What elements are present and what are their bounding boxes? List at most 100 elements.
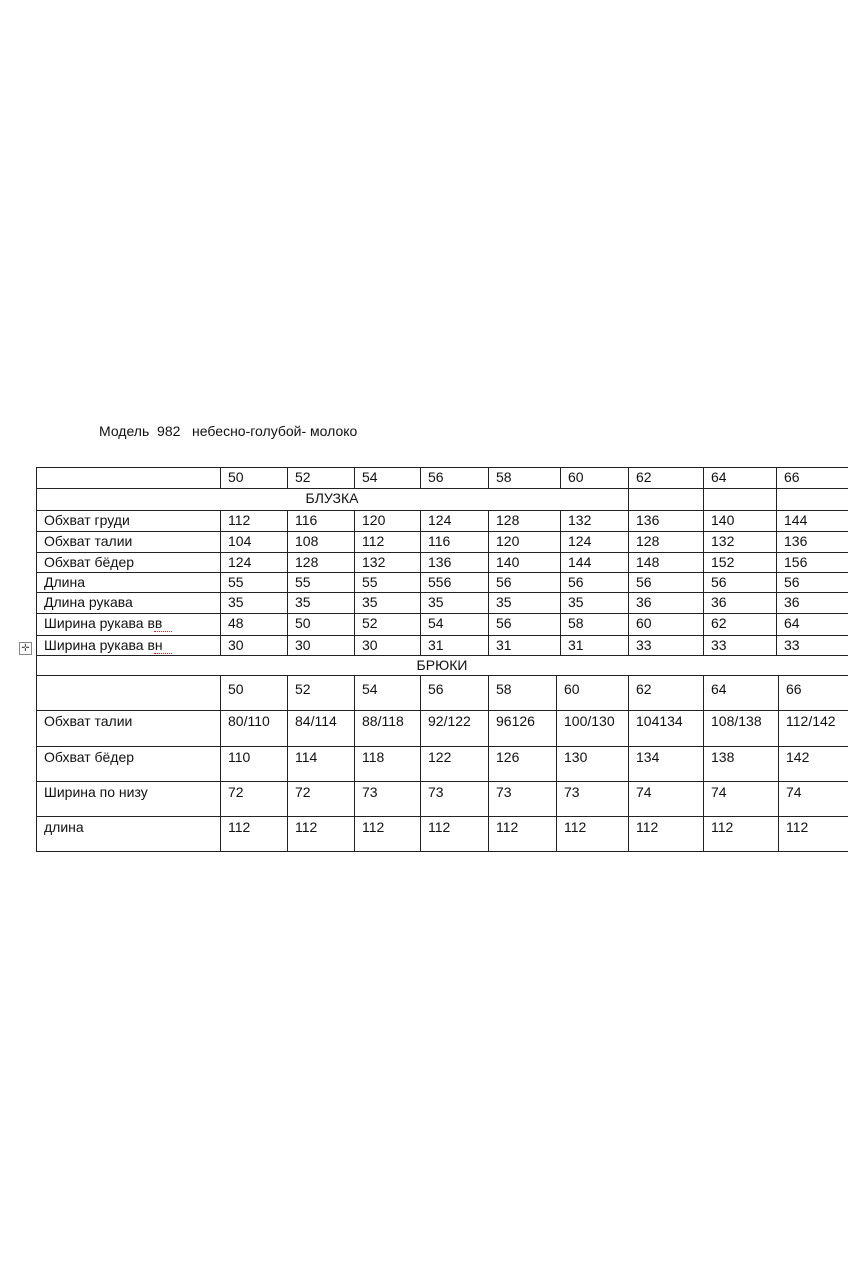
measurement-cell: 35	[568, 594, 584, 610]
table-border	[36, 467, 37, 488]
table-border	[628, 635, 629, 655]
measurement-cell: 112/142	[786, 713, 836, 729]
table-border	[354, 510, 355, 531]
row-label: Ширина по низу	[44, 784, 148, 800]
table-border	[36, 710, 37, 746]
table-border	[36, 572, 848, 573]
table-border	[420, 613, 421, 635]
measurement-cell: 92/122	[428, 713, 471, 729]
measurement-cell: 30	[228, 637, 244, 653]
table-border	[420, 781, 421, 816]
table-border	[420, 531, 421, 552]
table-border	[36, 635, 37, 655]
row-label: Ширина рукава вн	[44, 637, 163, 653]
table-border	[354, 531, 355, 552]
table-border	[628, 816, 629, 851]
table-border	[36, 488, 848, 489]
measurement-cell: 140	[496, 554, 520, 570]
size-header-cell: 62	[636, 469, 652, 485]
measurement-cell: 73	[428, 784, 444, 800]
measurement-cell: 136	[636, 512, 660, 528]
table-border	[560, 467, 561, 488]
table-border	[420, 510, 421, 531]
measurement-cell: 118	[362, 749, 385, 765]
table-border	[778, 816, 779, 851]
table-border	[354, 710, 355, 746]
table-border	[628, 510, 629, 531]
table-border	[36, 655, 848, 656]
measurement-cell: 50	[295, 615, 311, 631]
table-border	[628, 746, 629, 781]
measurement-cell: 58	[568, 615, 584, 631]
table-border	[287, 635, 288, 655]
table-border	[776, 531, 777, 552]
measurement-cell: 112	[711, 819, 734, 835]
table-border	[560, 552, 561, 572]
table-border	[420, 816, 421, 851]
table-border	[220, 592, 221, 613]
table-border	[488, 552, 489, 572]
table-border	[36, 510, 848, 511]
measurement-cell: 144	[568, 554, 592, 570]
measurement-cell: 138	[711, 749, 735, 765]
table-border	[287, 710, 288, 746]
measurement-cell: 72	[295, 784, 311, 800]
measurement-cell: 60	[636, 615, 652, 631]
table-border	[420, 572, 421, 592]
measurement-cell: 54	[428, 615, 444, 631]
size-header-cell: 56	[428, 469, 444, 485]
measurement-cell: 33	[784, 637, 800, 653]
table-border	[220, 572, 221, 592]
table-border	[36, 510, 37, 531]
table-border	[778, 675, 779, 710]
table-border	[488, 816, 489, 851]
table-border	[420, 675, 421, 710]
spellcheck-underline	[154, 650, 172, 654]
table-border	[488, 746, 489, 781]
table-border	[36, 592, 848, 593]
table-border	[556, 816, 557, 851]
table-border	[488, 531, 489, 552]
size-header-cell: 54	[362, 469, 378, 485]
size-header-cell: 50	[228, 681, 244, 697]
measurement-cell: 88/118	[362, 713, 404, 729]
table-border	[703, 746, 704, 781]
measurement-cell: 31	[568, 637, 584, 653]
table-border	[560, 572, 561, 592]
table-border	[36, 572, 37, 592]
measurement-cell: 124	[568, 533, 592, 549]
size-header-cell: 60	[568, 469, 584, 485]
measurement-cell: 33	[636, 637, 652, 653]
table-border	[776, 613, 777, 635]
table-border	[628, 613, 629, 635]
measurement-cell: 132	[362, 554, 386, 570]
table-border	[36, 592, 37, 613]
table-border	[703, 510, 704, 531]
measurement-cell: 112	[636, 819, 659, 835]
measurement-cell: 112	[295, 819, 318, 835]
table-border	[628, 710, 629, 746]
measurement-cell: 35	[295, 594, 311, 610]
size-header-cell: 56	[428, 681, 444, 697]
measurement-cell: 74	[636, 784, 652, 800]
row-label: Обхват бёдер	[44, 749, 135, 765]
table-border	[488, 510, 489, 531]
measurement-cell: 124	[428, 512, 452, 528]
measurement-cell: 110	[228, 749, 251, 765]
table-border	[703, 635, 704, 655]
table-border	[36, 710, 848, 711]
table-border	[36, 781, 848, 782]
measurement-cell: 74	[711, 784, 727, 800]
measurement-cell: 100/130	[564, 713, 615, 729]
table-border	[36, 531, 848, 532]
table-border	[36, 531, 37, 552]
table-border	[354, 552, 355, 572]
table-move-handle-icon[interactable]: ✛	[19, 642, 32, 655]
table-border	[36, 552, 37, 572]
table-border	[287, 467, 288, 488]
measurement-cell: 126	[496, 749, 520, 765]
measurement-cell: 56	[711, 574, 727, 590]
table-border	[36, 746, 37, 781]
measurement-cell: 35	[362, 594, 378, 610]
table-border	[703, 710, 704, 746]
